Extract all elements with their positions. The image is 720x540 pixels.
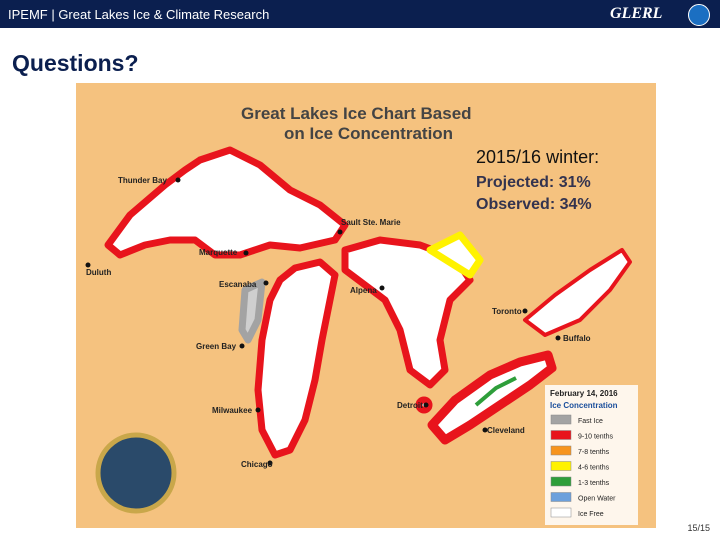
city-label: Chicago <box>241 460 273 469</box>
legend-swatch <box>550 445 572 456</box>
city-dot <box>243 250 249 256</box>
city-label: Escanaba <box>219 280 257 289</box>
erie-green-ice <box>474 376 517 407</box>
ice-center-logo <box>95 432 177 514</box>
legend: February 14, 2016 Ice Concentration Fast… <box>545 385 638 525</box>
note-heading: 2015/16 winter: <box>476 147 599 167</box>
map-title-line2: on Ice Concentration <box>284 124 453 143</box>
city-label: Marquette <box>199 248 238 257</box>
legend-label: 9-10 tenths <box>578 434 614 441</box>
note-projected: Projected: 31% <box>476 174 591 191</box>
legend-swatch <box>550 476 572 487</box>
page-number: 15/15 <box>687 523 710 533</box>
lakes <box>104 146 632 459</box>
header-title: IPEMF | Great Lakes Ice & Climate Resear… <box>8 7 270 22</box>
legend-title: Ice Concentration <box>550 401 618 410</box>
slide-title: Questions? <box>12 50 139 76</box>
city-dot <box>423 402 429 408</box>
glerl-logo: GLERL <box>610 5 663 22</box>
city-dot <box>255 407 261 413</box>
city-dot <box>85 262 91 268</box>
legend-label: 7-8 tenths <box>578 449 610 456</box>
legend-label: Open Water <box>578 496 616 503</box>
city-label: Alpena <box>350 286 377 295</box>
legend-swatch <box>550 507 572 518</box>
lake-michigan <box>254 258 339 459</box>
legend-label: Fast Ice <box>578 418 603 425</box>
lake-ontario <box>523 248 632 337</box>
city-label: Milwaukee <box>212 406 253 415</box>
city-dot <box>555 335 561 341</box>
noaa-logo <box>688 4 710 26</box>
city-markers: Thunder Bay Duluth Marquette Sault Ste. Mar… <box>85 176 591 469</box>
legend-swatch <box>550 492 572 502</box>
legend-label: 4-6 tenths <box>578 465 610 472</box>
city-label: Toronto <box>492 307 522 316</box>
note-observed: Observed: 34% <box>476 196 592 213</box>
legend-swatch <box>550 414 572 425</box>
city-label: Buffalo <box>563 334 591 343</box>
city-dot <box>337 229 343 235</box>
city-label: Thunder Bay <box>118 176 167 185</box>
georgian-bay <box>426 231 484 279</box>
city-dot <box>482 427 488 433</box>
legend-label: Ice Free <box>578 511 604 518</box>
city-label: Detroit <box>397 401 423 410</box>
city-label: Sault Ste. Marie <box>341 218 401 227</box>
legend-label: 1-3 tenths <box>578 480 610 487</box>
city-dot <box>175 177 181 183</box>
city-dot <box>267 460 273 466</box>
city-dot <box>522 308 528 314</box>
city-dot <box>239 343 245 349</box>
city-dot <box>263 280 269 286</box>
header-bar: IPEMF | Great Lakes Ice & Climate Resear… <box>0 0 720 28</box>
city-label: Green Bay <box>196 342 237 351</box>
legend-swatch <box>550 430 572 440</box>
legend-date: February 14, 2016 <box>550 389 618 398</box>
city-label: Duluth <box>86 268 111 277</box>
city-dot <box>379 285 385 291</box>
city-label: Cleveland <box>487 426 525 435</box>
legend-swatch <box>550 461 572 471</box>
ice-map: Great Lakes Ice Chart Based on Ice Conce… <box>76 83 656 528</box>
lake-erie <box>427 350 557 445</box>
green-bay <box>238 278 266 344</box>
map-title-line1: Great Lakes Ice Chart Based <box>241 104 472 123</box>
